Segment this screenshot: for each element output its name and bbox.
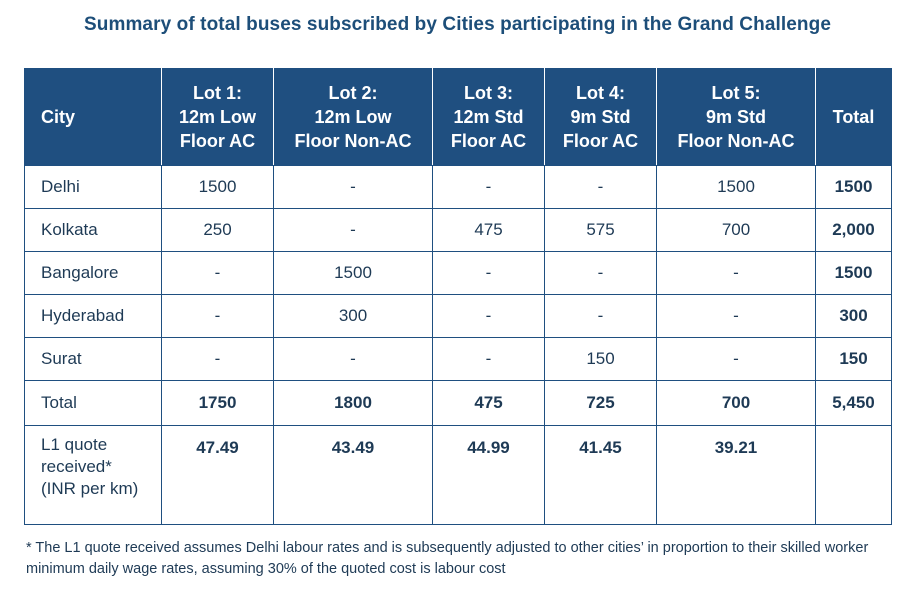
table-row-surat: Surat - - - 150 - 150 (24, 337, 892, 381)
bus-summary-table: City Lot 1: 12m Low Floor AC Lot 2: 12m … (24, 68, 892, 525)
lot-total-cell: 1800 (273, 380, 433, 426)
lot-cell: - (273, 337, 433, 381)
table-row-total: Total 1750 1800 475 725 700 5,450 (24, 380, 892, 426)
lot-cell: - (273, 208, 433, 252)
table-row-kolkata: Kolkata 250 - 475 575 700 2,000 (24, 208, 892, 252)
lot-cell: 150 (544, 337, 657, 381)
lot-cell: - (161, 294, 274, 338)
lot-cell: 1500 (161, 165, 274, 209)
city-cell: Total (24, 380, 162, 426)
lot-cell: 250 (161, 208, 274, 252)
lot-cell: - (161, 337, 274, 381)
grand-total-cell: 5,450 (815, 380, 892, 426)
footnote: * The L1 quote received assumes Delhi la… (26, 540, 869, 577)
page-title: Summary of total buses subscribed by Cit… (83, 14, 832, 35)
lot-cell: 700 (656, 208, 816, 252)
lot-cell: - (544, 165, 657, 209)
header-lot-2: Lot 2: 12m Low Floor Non-AC (273, 68, 433, 166)
total-cell: 1500 (815, 251, 892, 295)
total-cell: 2,000 (815, 208, 892, 252)
lot-total-cell: 1750 (161, 380, 274, 426)
quote-cell: 41.45 (544, 425, 657, 525)
total-cell: 1500 (815, 165, 892, 209)
lot-cell: 1500 (656, 165, 816, 209)
lot-total-cell: 700 (656, 380, 816, 426)
header-lot-1: Lot 1: 12m Low Floor AC (161, 68, 274, 166)
total-cell: 150 (815, 337, 892, 381)
lot-cell: - (656, 251, 816, 295)
lot-total-cell: 725 (544, 380, 657, 426)
lot-cell: 475 (432, 208, 545, 252)
quote-cell: 43.49 (273, 425, 433, 525)
total-cell: 300 (815, 294, 892, 338)
table-row-bangalore: Bangalore - 1500 - - - 1500 (24, 251, 892, 295)
lot-cell: - (432, 251, 545, 295)
lot-cell: - (544, 294, 657, 338)
lot-cell: - (432, 294, 545, 338)
lot-cell: - (432, 165, 545, 209)
table-row-l1-quote: L1 quote received* (INR per km) 47.49 43… (24, 425, 892, 525)
table-header-row: City Lot 1: 12m Low Floor AC Lot 2: 12m … (24, 68, 892, 166)
header-total: Total (815, 68, 892, 166)
lot-cell: - (544, 251, 657, 295)
lot-cell: 1500 (273, 251, 433, 295)
lot-cell: 300 (273, 294, 433, 338)
table-row-hyderabad: Hyderabad - 300 - - - 300 (24, 294, 892, 338)
lot-total-cell: 475 (432, 380, 545, 426)
lot-cell: - (432, 337, 545, 381)
city-cell: Hyderabad (24, 294, 162, 338)
quote-cell (815, 425, 892, 525)
header-city: City (24, 68, 162, 166)
quote-cell: 39.21 (656, 425, 816, 525)
city-cell: Surat (24, 337, 162, 381)
lot-cell: - (656, 337, 816, 381)
city-cell: L1 quote received* (INR per km) (24, 425, 162, 525)
city-cell: Kolkata (24, 208, 162, 252)
city-cell: Bangalore (24, 251, 162, 295)
quote-cell: 44.99 (432, 425, 545, 525)
table-row-delhi: Delhi 1500 - - - 1500 1500 (24, 165, 892, 209)
quote-cell: 47.49 (161, 425, 274, 525)
city-cell: Delhi (24, 165, 162, 209)
lot-cell: - (273, 165, 433, 209)
header-lot-5: Lot 5: 9m Std Floor Non-AC (656, 68, 816, 166)
lot-cell: 575 (544, 208, 657, 252)
lot-cell: - (161, 251, 274, 295)
header-lot-3: Lot 3: 12m Std Floor AC (432, 68, 545, 166)
header-lot-4: Lot 4: 9m Std Floor AC (544, 68, 657, 166)
lot-cell: - (656, 294, 816, 338)
